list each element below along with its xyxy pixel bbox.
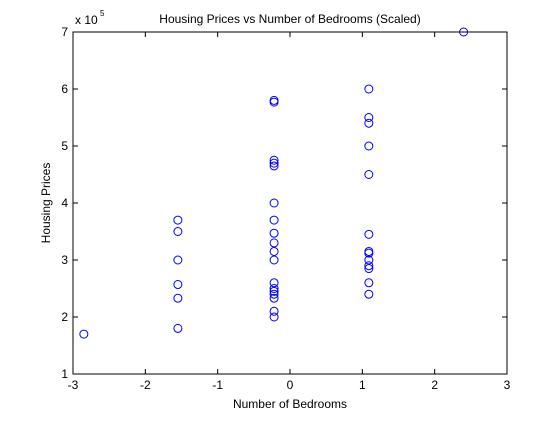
data-point bbox=[269, 312, 279, 322]
data-point bbox=[364, 261, 374, 271]
data-point bbox=[364, 246, 374, 256]
y-tick-label: 5 bbox=[61, 139, 68, 153]
data-point bbox=[364, 84, 374, 94]
y-tick-label: 1 bbox=[61, 367, 68, 381]
x-tick-label: 1 bbox=[359, 378, 366, 392]
data-point bbox=[269, 155, 279, 165]
data-point bbox=[269, 284, 279, 293]
data-point bbox=[269, 289, 279, 299]
y-tick-label: 7 bbox=[61, 25, 68, 39]
y-axis-label: Housing Prices bbox=[39, 163, 53, 244]
data-point bbox=[173, 227, 183, 236]
y-tick-label: 4 bbox=[61, 196, 68, 210]
data-point bbox=[173, 293, 183, 303]
data-point bbox=[364, 278, 374, 288]
x-tick-label: 0 bbox=[287, 378, 294, 392]
data-point bbox=[364, 113, 374, 122]
data-point bbox=[173, 280, 183, 290]
data-point bbox=[269, 198, 279, 208]
data-point bbox=[269, 246, 279, 256]
data-point bbox=[364, 141, 374, 151]
data-point bbox=[79, 329, 89, 339]
data-point bbox=[269, 286, 279, 296]
data-point bbox=[269, 161, 279, 171]
x-tick-label: 2 bbox=[431, 378, 438, 392]
data-point bbox=[364, 170, 374, 179]
data-point bbox=[459, 27, 469, 37]
data-point bbox=[364, 264, 374, 274]
y-tick-label: 6 bbox=[61, 82, 68, 96]
axis-ticks: -3 -2 -1 0 1 2 3 1 2 3 4 5 6 7 bbox=[61, 25, 510, 392]
data-point bbox=[269, 158, 279, 168]
x-tick-label: 3 bbox=[504, 378, 511, 392]
data-point bbox=[269, 95, 279, 105]
data-point bbox=[364, 118, 374, 128]
data-point bbox=[269, 293, 279, 303]
plot-area bbox=[72, 31, 508, 375]
data-point bbox=[269, 228, 279, 238]
data-point bbox=[173, 215, 183, 225]
y-tick-label: 3 bbox=[61, 253, 68, 267]
data-point bbox=[269, 238, 279, 248]
y-axis-multiplier-exponent: 5 bbox=[100, 9, 105, 18]
data-point bbox=[364, 255, 374, 265]
y-axis-multiplier: x 10 bbox=[75, 13, 98, 27]
x-tick-label: -3 bbox=[68, 378, 79, 392]
data-point bbox=[173, 255, 183, 265]
x-axis-label: Number of Bedrooms bbox=[233, 397, 347, 411]
chart-title: Housing Prices vs Number of Bedrooms (Sc… bbox=[159, 12, 420, 26]
y-tick-label: 2 bbox=[61, 310, 68, 324]
data-point bbox=[269, 306, 279, 316]
data-point bbox=[364, 229, 374, 239]
data-point bbox=[364, 289, 374, 299]
data-point bbox=[173, 323, 183, 333]
x-tick-label: -2 bbox=[140, 378, 151, 392]
data-point bbox=[269, 278, 279, 288]
data-points bbox=[79, 27, 469, 339]
data-point bbox=[269, 255, 279, 265]
data-point bbox=[269, 215, 279, 225]
x-tick-label: -1 bbox=[212, 378, 223, 392]
